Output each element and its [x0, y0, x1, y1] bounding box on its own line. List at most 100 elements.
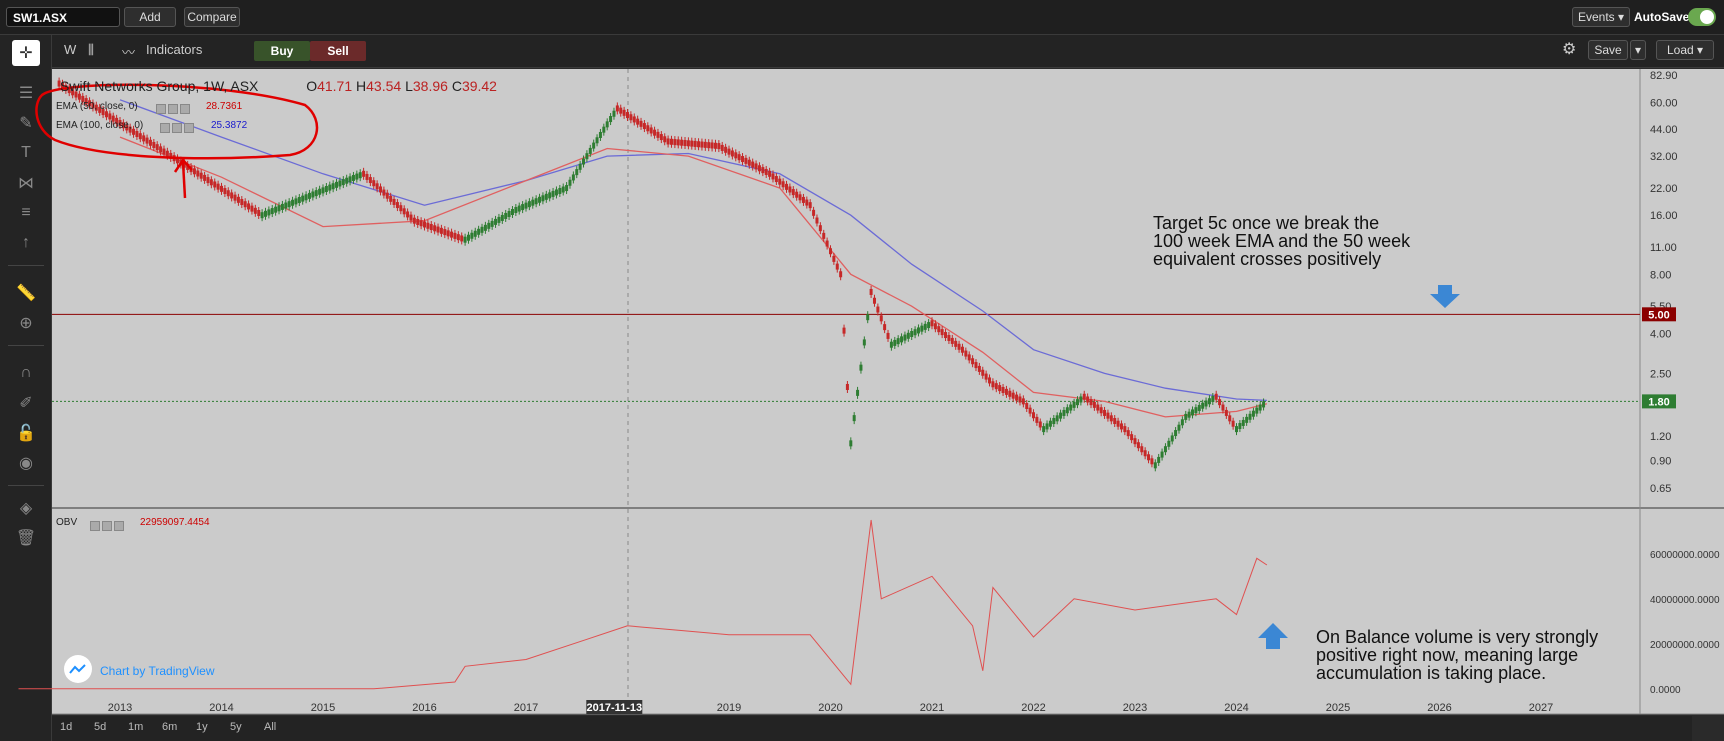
candle-body	[548, 192, 552, 199]
candle-body	[734, 152, 738, 159]
candle-body	[176, 157, 180, 164]
range-button-all[interactable]: All	[264, 721, 277, 733]
candle-body	[423, 221, 426, 228]
candle-body	[971, 358, 975, 365]
candle-body	[362, 170, 366, 177]
trash-icon[interactable]: 🗑	[15, 530, 37, 547]
candle-body	[845, 383, 849, 390]
ema50-controls[interactable]	[156, 101, 196, 114]
brush-icon[interactable]: ✎	[19, 115, 33, 132]
candle-body	[1001, 386, 1005, 393]
blue-down-arrow-icon	[1430, 285, 1460, 308]
candle-body	[385, 192, 389, 199]
candle-body	[571, 174, 575, 181]
magnet-icon[interactable]: ∩	[20, 364, 32, 381]
symbol-input[interactable]: SW1.ASX	[6, 7, 120, 27]
range-button-1m[interactable]: 1m	[128, 721, 144, 733]
candle-body	[693, 140, 697, 147]
lines-icon[interactable]: ☰	[18, 85, 34, 102]
candle-body	[977, 365, 981, 372]
range-button-1y[interactable]: 1y	[196, 721, 208, 733]
candle-body	[859, 364, 863, 371]
compare-button[interactable]: Compare	[184, 7, 240, 27]
candle-body	[998, 385, 1002, 392]
candle-body	[852, 415, 856, 422]
save-dropdown-icon[interactable]: ▾	[1630, 40, 1646, 60]
crosshair-icon[interactable]: ✛	[12, 40, 40, 66]
price-line-label: 1.80	[1648, 396, 1669, 408]
obv-tick-label: 60000000.0000	[1650, 550, 1720, 561]
candle-body	[1096, 404, 1100, 411]
candle-body	[690, 140, 694, 147]
lock-drawing-icon[interactable]: ✐	[19, 395, 33, 412]
candle-body	[717, 143, 721, 150]
time-tick-label: 2025	[1326, 702, 1350, 714]
lock-icon[interactable]: 🔓	[16, 425, 36, 442]
interval-button[interactable]: W	[64, 42, 77, 57]
time-tick-label: 2021	[920, 702, 944, 714]
candle-body	[490, 220, 494, 227]
candle-body	[883, 324, 887, 331]
range-button-5y[interactable]: 5y	[230, 721, 242, 733]
settings-icon[interactable]: ⚙	[1562, 41, 1577, 58]
candle-body	[778, 178, 782, 185]
candle-body	[967, 354, 971, 361]
horizontal-lines: 5.00 1.80	[52, 307, 1676, 409]
candle-body	[632, 116, 636, 123]
obv-label[interactable]: OBV	[56, 517, 78, 528]
candle-body	[203, 174, 207, 181]
ema100-controls[interactable]	[160, 120, 200, 133]
range-button-1d[interactable]: 1d	[60, 721, 73, 733]
save-button[interactable]: Save	[1588, 40, 1628, 60]
candle-body	[839, 271, 843, 278]
layers-icon[interactable]: ◈	[19, 500, 33, 517]
obv-controls[interactable]	[90, 518, 130, 531]
buy-button[interactable]: Buy	[254, 41, 310, 61]
candle-body	[399, 205, 403, 212]
text-icon[interactable]: T	[21, 144, 31, 161]
ruler-icon[interactable]: 📏	[16, 285, 36, 302]
candle-body	[1255, 407, 1259, 414]
candle-body	[267, 209, 271, 216]
load-button[interactable]: Load ▾	[1656, 40, 1714, 60]
candle-body	[710, 142, 714, 149]
candle-body	[1191, 409, 1195, 416]
candle-body	[368, 177, 372, 184]
time-tick-label: 2024	[1224, 702, 1248, 714]
time-tick-label: 2022	[1021, 702, 1045, 714]
add-button[interactable]: Add	[124, 7, 176, 27]
time-tick-label: 2017	[514, 702, 538, 714]
chart-by-tradingview[interactable]: Chart by TradingView	[100, 664, 215, 678]
candle-body	[795, 191, 799, 198]
range-button-5d[interactable]: 5d	[94, 721, 107, 733]
candle-body	[1052, 418, 1056, 425]
candle-body	[720, 144, 724, 151]
candle-body	[108, 113, 112, 120]
candle-body	[318, 188, 322, 195]
price-tick-label: 11.00	[1650, 242, 1677, 254]
indicators-button[interactable]: Indicators	[146, 42, 203, 57]
fib-icon[interactable]: ≡	[21, 204, 31, 221]
candle-body	[747, 159, 751, 166]
ema100-label[interactable]: EMA (100, close, 0)	[56, 120, 144, 131]
candle-body	[460, 235, 464, 242]
candle-body	[1059, 412, 1063, 419]
candle-body	[653, 129, 657, 136]
candle-body	[1008, 390, 1012, 397]
range-button-6m[interactable]: 6m	[162, 721, 178, 733]
events-dropdown[interactable]: Events ▾	[1572, 7, 1630, 27]
zoom-icon[interactable]: ⊕	[19, 315, 33, 332]
arrow-up-icon[interactable]: ↑	[22, 234, 30, 251]
candle-body	[1258, 404, 1262, 411]
candles-icon[interactable]: ⫼	[88, 42, 94, 57]
ema50-label[interactable]: EMA (50, close, 0)	[56, 101, 138, 112]
candle-body	[900, 336, 904, 343]
eye-icon[interactable]: ◉	[19, 455, 33, 472]
candle-body	[930, 320, 934, 327]
sell-button[interactable]: Sell	[310, 41, 366, 61]
candle-body	[798, 194, 802, 201]
autosave-toggle[interactable]	[1688, 8, 1716, 26]
candle-body	[389, 195, 393, 202]
pattern-icon[interactable]: ⋈	[18, 175, 34, 192]
indicators-icon[interactable]: 〰	[122, 45, 136, 60]
